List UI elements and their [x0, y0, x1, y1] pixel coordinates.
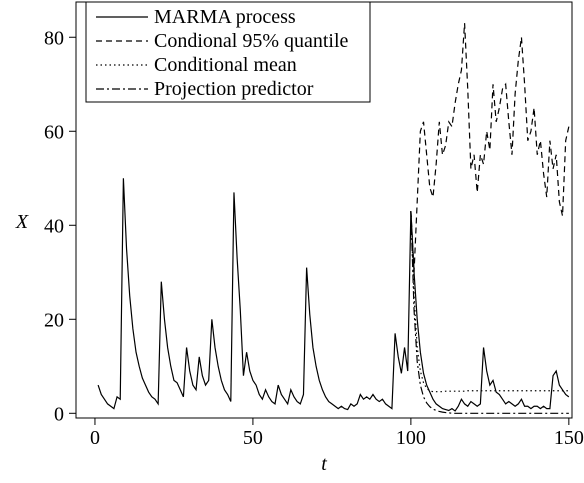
x-axis-label: t — [321, 453, 327, 475]
y-tick-label: 0 — [54, 403, 64, 425]
series-line — [410, 211, 569, 393]
legend-label: MARMA process — [154, 6, 296, 28]
x-tick-label: 0 — [90, 427, 100, 449]
y-tick-label: 60 — [44, 121, 64, 143]
y-tick-label: 40 — [44, 215, 64, 237]
legend-label: Condional 95% quantile — [154, 30, 349, 52]
series-line — [410, 211, 569, 414]
y-tick-label: 20 — [44, 309, 64, 331]
series-line — [97, 178, 570, 412]
legend-label: Projection predictor — [154, 78, 314, 100]
x-tick-label: 150 — [554, 427, 584, 449]
series-line — [410, 23, 570, 273]
y-tick-label: 80 — [44, 27, 64, 49]
legend-box — [85, 1, 371, 103]
legend-label: Conditional mean — [154, 54, 297, 76]
x-tick-label: 100 — [396, 427, 426, 449]
y-axis-label: X — [15, 211, 29, 233]
x-tick-label: 50 — [243, 427, 263, 449]
